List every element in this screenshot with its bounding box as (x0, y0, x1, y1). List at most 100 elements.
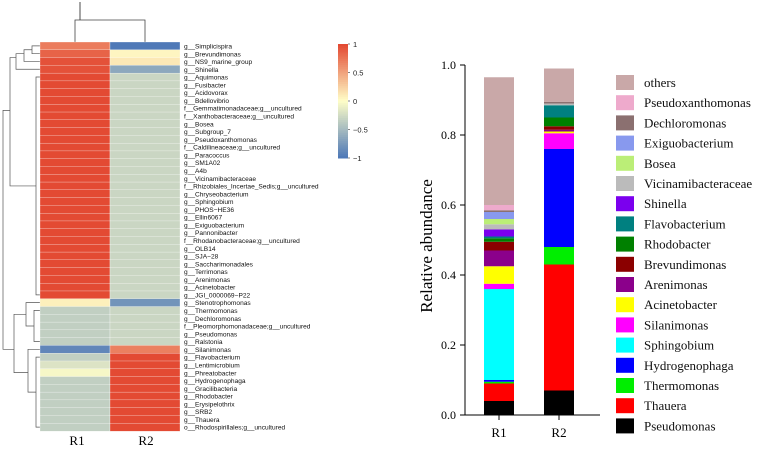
heatmap-row-label: g__Simplicispira (184, 43, 232, 50)
heatmap-cell (39, 96, 111, 105)
colorbar-segment (338, 112, 348, 115)
colorbar-segment (338, 120, 348, 123)
bar-segment-r1-pseudomonas (484, 401, 514, 415)
colorbar-segment (338, 82, 348, 85)
colorbar-tick-label: −0.5 (353, 126, 368, 135)
colorbar-segment (338, 55, 348, 58)
heatmap-row-label: g__Brevundimonas (184, 51, 242, 58)
heatmap-cell (109, 290, 181, 300)
heatmap-cell (109, 181, 181, 191)
colorbar-segment (338, 99, 348, 102)
heatmap-cell (39, 267, 111, 276)
heatmap-row-label: g__Silanimonas (184, 347, 232, 354)
dendrogram-branch (9, 57, 36, 187)
heatmap-cell (109, 368, 181, 377)
heatmap-row-label: g__SRB2 (184, 409, 213, 416)
y-axis-label: Relative abundance (417, 179, 436, 313)
heatmap-cell (109, 244, 181, 253)
heatmap-cell (39, 298, 111, 307)
heatmap-cell (109, 360, 181, 370)
heatmap-cell (109, 251, 181, 261)
bar-segment-r1-thauera (484, 383, 514, 401)
legend-swatch (616, 135, 634, 151)
heatmap-cell (39, 174, 111, 183)
colorbar-segment (338, 152, 348, 155)
colorbar-segment (338, 59, 348, 62)
colorbar-segment (338, 53, 348, 56)
heatmap-cell (109, 345, 181, 354)
heatmap-column-label-r1: R1 (69, 433, 84, 448)
heatmap-cell (109, 127, 181, 136)
colorbar-segment (338, 116, 348, 119)
heatmap-cell (109, 142, 181, 152)
heatmap-cell (39, 259, 111, 269)
colorbar-segment (338, 49, 348, 53)
heatmap-row-label: g__Pannonibacter (184, 230, 238, 237)
colorbar-segment (338, 44, 348, 47)
heatmap-cell (39, 353, 111, 362)
heatmap-row-label: g__Paracoccus (184, 152, 230, 159)
colorbar-segment (338, 87, 348, 91)
heatmap-cell (109, 88, 181, 97)
colorbar-segment (338, 102, 348, 106)
heatmap-cell (39, 213, 111, 222)
heatmap-cell (109, 407, 181, 416)
heatmap-cell (39, 321, 111, 331)
heatmap-cell (109, 41, 181, 51)
bar-segment-r2-acinetobacter (544, 131, 574, 134)
bar-segment-r1-flavobacterium (484, 236, 514, 239)
colorbar-segment (338, 127, 348, 130)
legend-label: Brevundimonas (644, 257, 726, 272)
colorbar-segment (338, 80, 348, 83)
heatmap-row-label: g__Acinetobacter (184, 285, 236, 292)
legend-swatch (616, 75, 634, 90)
bar-segment-r2-others (544, 68, 574, 102)
heatmap-row-label: f__Rhodanobacteraceae;g__uncultured (184, 238, 300, 245)
heatmap-row-label: g__Ellin6067 (184, 215, 222, 222)
dendrogram-branch (31, 45, 40, 55)
colorbar-segment (338, 108, 348, 111)
heatmap-cell (39, 142, 111, 152)
column-dendrogram (74, 2, 146, 42)
heatmap-cell (109, 337, 181, 346)
heatmap-row-label: g__OLB14 (184, 246, 216, 253)
heatmap-cell (109, 298, 181, 307)
heatmap-cell (109, 267, 181, 276)
legend-label: Thermomonas (644, 378, 719, 393)
colorbar-segment (338, 47, 348, 51)
heatmap-cell (39, 158, 111, 167)
heatmap-row-label: g__Sphingobium (184, 199, 234, 206)
heatmap-cell (109, 150, 181, 160)
heatmap-row-label: f__Rhizobiales_Incertae_Sedis;g__uncultu… (184, 184, 319, 191)
legend-label: Pseudomonas (644, 418, 716, 433)
heatmap-cell (39, 205, 111, 214)
heatmap-cell (109, 65, 181, 74)
heatmap-cell (39, 290, 111, 300)
heatmap-cell (39, 49, 111, 59)
colorbar-segment (338, 123, 348, 127)
colorbar-segment (338, 110, 348, 113)
heatmap-cell (109, 205, 181, 214)
heatmap-column-label-r2: R2 (138, 433, 153, 448)
legend-swatch (616, 398, 634, 414)
bar-stacks (484, 68, 574, 415)
colorbar-segment (338, 135, 348, 138)
heatmap-cell (109, 376, 181, 385)
dendrogram-branch (74, 2, 146, 42)
heatmap-cell (109, 321, 181, 331)
heatmap-row-label: f__Gemmatimonadaceae;g__uncultured (184, 106, 302, 113)
x-tick-label: R1 (491, 425, 506, 440)
legend-swatch (616, 155, 634, 171)
colorbar-segment (338, 125, 348, 129)
heatmap-cell (109, 259, 181, 269)
colorbar-segment (338, 91, 348, 94)
legend-swatch (616, 216, 634, 232)
heatmap-cells (39, 41, 181, 432)
colorbar-segment (338, 137, 348, 140)
heatmap-cell (109, 49, 181, 59)
heatmap-cell (109, 96, 181, 105)
heatmap-cell (39, 376, 111, 385)
legend-label: Pseudoxanthomonas (644, 95, 751, 110)
stacked-bar-chart: 0.0 0.2 0.4 0.6 0.8 1.0 R1 R2 Relative abundanc… (417, 58, 752, 440)
heatmap-cell (39, 197, 111, 206)
